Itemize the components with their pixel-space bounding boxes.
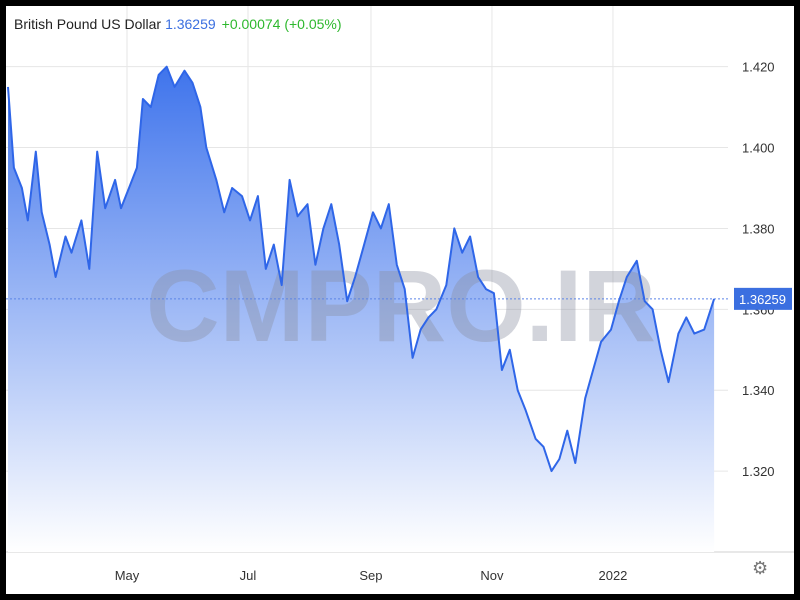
gear-icon[interactable]: ⚙ [752,558,769,578]
x-tick-label: 2022 [598,568,627,583]
x-tick-label: Nov [480,568,504,583]
series-area [8,66,715,552]
current-price-tag: 1.36259 [734,287,792,310]
last-price: 1.36259 [165,16,216,32]
y-tick-label: 1.420 [742,60,775,75]
y-tick-label: 1.400 [742,141,775,156]
y-tick-label: 1.380 [742,221,775,236]
instrument-name: British Pound US Dollar [14,16,162,32]
x-axis-ticks: May Jul Sep Nov 2022 [115,568,628,583]
x-tick-label: Sep [359,568,382,583]
price-change: +0.00074 (+0.05%) [221,16,342,32]
chart-canvas: CMPRO.IR 1.3201.3401.3601.3801.4001.420 … [6,6,794,583]
chart-frame: CMPRO.IR 1.3201.3401.3601.3801.4001.420 … [6,6,794,594]
y-tick-label: 1.320 [742,464,775,479]
x-tick-label: May [115,568,140,583]
current-price-label: 1.36259 [739,292,786,307]
series-line [7,65,716,473]
x-tick-label: Jul [240,568,257,583]
current-price-tag-bg [734,287,792,310]
watermark: CMPRO.IR [146,249,656,363]
chart-header: British Pound US Dollar 1.36259 +0.00074 (… [14,16,342,32]
y-tick-label: 1.340 [742,383,775,398]
